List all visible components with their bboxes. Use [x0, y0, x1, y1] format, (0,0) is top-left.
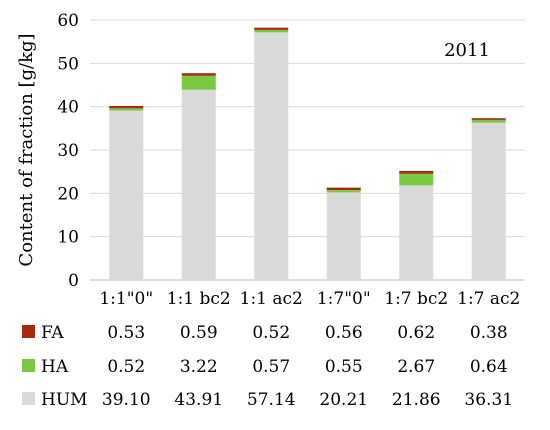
table-cell: 3.22: [180, 357, 218, 377]
table-cell: 0.56: [325, 323, 363, 343]
table-cell: 0.57: [252, 357, 290, 377]
y-tick-label: 40: [57, 98, 79, 118]
table-cell: 0.53: [107, 323, 145, 343]
data-table: FA 0.53 0.59 0.52 0.56 0.62 0.38 HA 0.52 3.22 0.57…: [22, 323, 513, 410]
bar-hum: [399, 185, 434, 280]
table-cell: 36.31: [464, 390, 513, 410]
legend-swatch-ha: [22, 359, 35, 372]
legend-swatch-fa: [22, 325, 35, 338]
category-labels: 1:1"0" 1:1 bc2 1:1 ac2 1:7"0" 1:7 bc2 1:7 ac2: [99, 289, 520, 309]
y-tick-label: 30: [57, 141, 79, 161]
bar-ha: [254, 29, 289, 33]
table-cell: 57.14: [247, 390, 296, 410]
legend-label-ha: HA: [41, 357, 69, 377]
table-cell: 0.52: [252, 323, 290, 343]
bar-hum: [254, 32, 289, 280]
y-tick-label: 10: [57, 228, 79, 248]
category-label: 1:7"0": [317, 289, 371, 309]
table-cell: 0.38: [470, 323, 508, 343]
category-label: 1:1"0": [99, 289, 153, 309]
bar-ha: [471, 119, 506, 123]
bar-fa: [326, 187, 361, 191]
bar-ha: [326, 190, 361, 193]
y-tick-label: 50: [57, 54, 79, 74]
bar-hum: [109, 110, 144, 280]
bar-fa: [254, 27, 289, 30]
bar-fa: [399, 171, 434, 174]
bar-fa: [109, 106, 144, 109]
table-cell: 0.64: [470, 357, 508, 377]
bar-ha: [399, 173, 434, 186]
y-tick-label: 20: [57, 184, 79, 204]
bar-hum: [471, 122, 506, 280]
table-cell: 0.62: [397, 323, 435, 343]
table-cell: 39.10: [102, 390, 151, 410]
table-cell: 0.55: [325, 357, 363, 377]
bar-fa: [181, 73, 216, 76]
table-cell: 0.52: [107, 357, 145, 377]
y-axis-label: Content of fraction [g/kg]: [16, 33, 37, 266]
table-cell: 20.21: [319, 390, 368, 410]
category-label: 1:7 ac2: [457, 289, 520, 309]
bar-fa: [471, 118, 506, 120]
y-tick-label: 0: [68, 271, 79, 291]
category-label: 1:1 ac2: [240, 289, 303, 309]
legend-label-hum: HUM: [41, 390, 88, 410]
table-cell: 0.59: [180, 323, 218, 343]
category-label: 1:1 bc2: [167, 289, 231, 309]
gridlines: [90, 19, 525, 281]
table-cell: 2.67: [397, 357, 435, 377]
legend-label-fa: FA: [41, 323, 64, 343]
table-cell: 21.86: [392, 390, 441, 410]
year-annotation: 2011: [444, 40, 490, 61]
bar-hum: [326, 192, 361, 280]
y-tick-label: 60: [57, 11, 79, 31]
y-tick-labels: 0 10 20 30 40 50 60: [57, 11, 79, 291]
bar-ha: [181, 75, 216, 90]
category-label: 1:7 bc2: [384, 289, 448, 309]
legend-swatch-hum: [22, 392, 35, 405]
bars: [109, 27, 506, 281]
bar-hum: [181, 89, 216, 281]
table-cell: 43.91: [174, 390, 223, 410]
bar-ha: [109, 108, 144, 111]
